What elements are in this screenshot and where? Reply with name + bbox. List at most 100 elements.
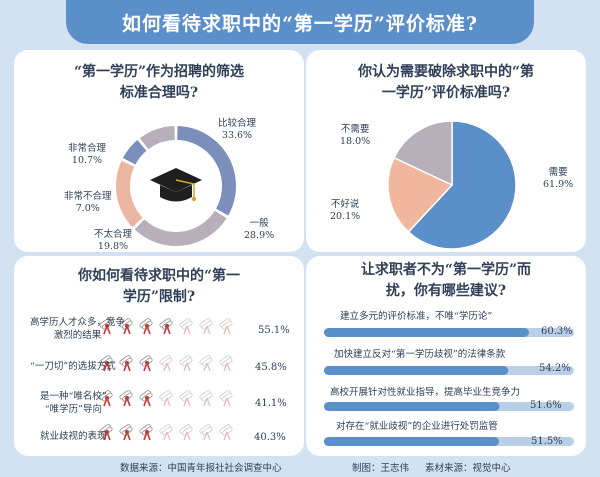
scroll-ribbon (163, 362, 171, 372)
question-1-title: “第一学历”作为招聘的筛选 标准合理吗? (14, 62, 304, 104)
scroll-roll (201, 392, 213, 402)
question-2-line-1: 你认为需要破除求职中的“第 (357, 64, 535, 80)
scroll-roll (181, 357, 193, 367)
donut-label-0: 比较合理 33.6% (218, 118, 257, 141)
scroll-ribbon (223, 362, 231, 372)
material-source: 素材来源：视觉中心 (425, 463, 511, 474)
donut-label-3: 非常不合理 7.0% (64, 191, 112, 214)
suggestion-value-2: 51.6% (530, 400, 562, 411)
diploma-scroll-icon (199, 424, 213, 441)
diploma-scroll-icon (179, 424, 193, 441)
diploma-scroll-icon (139, 355, 153, 372)
suggestion-bar-2 (324, 402, 500, 411)
scroll-knot (145, 324, 149, 328)
diploma-scroll-icon (139, 424, 153, 441)
question-1-line-2: 标准合理吗? (119, 85, 199, 101)
suggestion-label-1: 加快建立反对“第一学历歧视”的法律条款 (334, 349, 506, 360)
question-3-line-1: 你如何看待求职中的“第一 (77, 268, 241, 284)
picto-row-value-3: 40.3% (254, 432, 286, 443)
scroll-ribbon (203, 431, 211, 441)
scroll-ribbon (183, 362, 191, 372)
scroll-ribbon (183, 431, 191, 441)
suggestion-value-3: 51.5% (531, 436, 563, 447)
panel-reasonable-donut (14, 50, 304, 252)
scroll-knot (105, 396, 109, 400)
donut-slice-0 (177, 126, 237, 216)
scroll-knot (145, 361, 149, 365)
pie-slice-2 (393, 120, 453, 187)
question-3-line-2: 学历”限制? (122, 289, 196, 305)
donut-slice-2 (116, 160, 143, 228)
diploma-scroll-icon (199, 318, 213, 335)
question-3-title: 你如何看待求职中的“第一 学历”限制? (14, 266, 304, 308)
question-1-line-1: “第一学历”作为招聘的筛选 (73, 64, 245, 80)
scroll-ribbon (223, 325, 231, 335)
question-2-line-2: 一学历”评价标准吗? (381, 85, 511, 101)
diploma-scroll-icon (119, 390, 133, 407)
scroll-roll (181, 426, 193, 436)
scroll-knot (105, 361, 109, 365)
scroll-ribbon (223, 431, 231, 441)
scroll-ribbon (203, 362, 211, 372)
diploma-scroll-icon (159, 355, 173, 372)
diploma-scroll-icon (219, 424, 233, 441)
scroll-ribbon (203, 325, 211, 335)
scroll-roll (161, 357, 173, 367)
cap-base (160, 185, 192, 202)
data-source: 数据来源：中国青年报社社会调查中心 (120, 463, 282, 474)
scroll-roll (221, 357, 233, 367)
diploma-scroll-icon (99, 318, 113, 335)
page-title: 如何看待求职中的“第一学历”评价标准? (122, 12, 478, 35)
diploma-scroll-icon (119, 318, 133, 335)
scroll-roll (161, 392, 173, 402)
scroll-roll (201, 426, 213, 436)
diploma-scroll-icon (119, 424, 133, 441)
diploma-scroll-icon (199, 390, 213, 407)
suggestion-bar-1 (324, 366, 509, 375)
title-banner: 如何看待求职中的“第一学历”评价标准? (66, 0, 534, 44)
diploma-scroll-icon (219, 355, 233, 372)
picto-row-value-0: 55.1% (258, 325, 290, 336)
diploma-scroll-icon (99, 355, 113, 372)
pie-label-0: 需要 61.9% (543, 167, 574, 190)
donut-slice-3 (122, 140, 147, 165)
question-4-line-1: 让求职者不为“第一学历”而 (360, 262, 532, 278)
picto-row-value-2: 41.1% (255, 398, 287, 409)
diploma-scroll-icon (179, 318, 193, 335)
scroll-knot (125, 361, 129, 365)
suggestion-label-3: 对存在“就业歧视”的企业进行处罚监管 (336, 421, 498, 432)
scroll-ribbon (203, 397, 211, 407)
scroll-ribbon (163, 397, 171, 407)
scroll-roll (221, 392, 233, 402)
diploma-scroll-icon (199, 355, 213, 372)
cap-tassel (175, 179, 195, 198)
scroll-knot (125, 324, 129, 328)
scroll-roll (201, 357, 213, 367)
diploma-scroll-icon (219, 390, 233, 407)
suggestion-label-2: 高校开展针对性就业指导，提高毕业生竞争力 (330, 387, 521, 398)
pie-slice-1 (387, 156, 454, 233)
scroll-knot (145, 430, 149, 434)
suggestion-bar-0 (324, 328, 529, 337)
suggestion-value-1: 54.2% (539, 363, 571, 374)
diploma-scroll-icon (99, 390, 113, 407)
pie-slice-0 (407, 120, 517, 250)
scroll-roll (181, 320, 193, 330)
diploma-scroll-icon (179, 390, 193, 407)
suggestion-bar-3 (324, 437, 500, 446)
donut-slice-1 (134, 210, 227, 247)
pie-label-2: 不需要 18.0% (340, 124, 371, 147)
donut-label-1: 一般 28.9% (244, 218, 275, 241)
scroll-knot (165, 324, 169, 328)
suggestion-value-0: 60.3% (541, 326, 573, 337)
scroll-roll (221, 320, 233, 330)
scroll-roll (201, 320, 213, 330)
scroll-knot (125, 396, 129, 400)
cap-tassel-end (191, 196, 197, 202)
picto-row-label-2: 是一种“唯名校” “唯学历”导向 (40, 391, 107, 415)
panel-limitation-pictogram (14, 256, 304, 456)
diploma-scroll-icon (159, 390, 173, 407)
scroll-ribbon (183, 397, 191, 407)
scroll-roll (221, 426, 233, 436)
